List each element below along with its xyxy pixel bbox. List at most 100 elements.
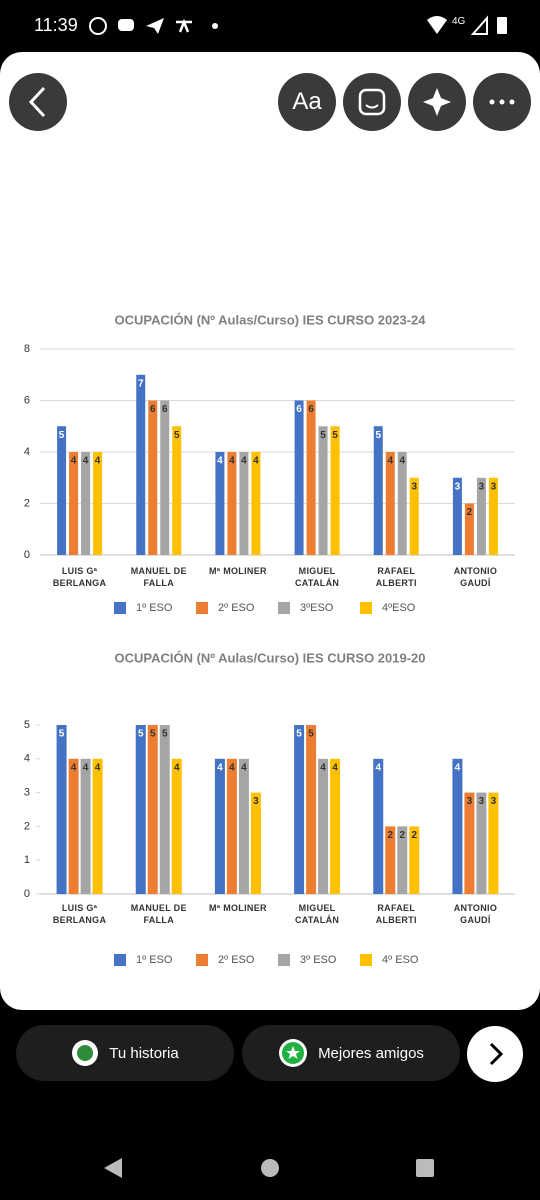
y-tick-label: 0 xyxy=(24,888,30,900)
legend-swatch xyxy=(360,602,372,614)
star-icon xyxy=(279,1039,308,1067)
bar xyxy=(488,477,498,555)
x-tick-label: Mª MOLINER xyxy=(208,566,267,576)
x-tick-label: MIGUEL CATALÁN xyxy=(294,566,340,588)
chart-svg: OCUPACIÓN (Nº Aulas/Curso) IES CURSO 202… xyxy=(24,312,515,614)
nav-back[interactable] xyxy=(104,1158,122,1178)
y-tick-label: 3 xyxy=(24,787,30,799)
y-tick-label: 2 xyxy=(24,820,30,832)
text-button-bg[interactable] xyxy=(278,73,336,131)
data-label: 4 xyxy=(95,456,101,467)
chart: OCUPACIÓN (Nº Aulas/Curso) IES CURSO 202… xyxy=(0,300,540,640)
bar xyxy=(488,792,499,894)
bar xyxy=(385,452,395,555)
legend-label: 2º ESO xyxy=(218,954,255,966)
data-label: 4 xyxy=(399,456,405,467)
text-button[interactable]: Aa xyxy=(292,88,322,115)
data-label: 4 xyxy=(95,762,101,773)
legend-label: 4ºESO xyxy=(382,602,416,614)
data-label: 4 xyxy=(83,762,89,773)
bar xyxy=(330,426,340,555)
bar xyxy=(68,758,79,894)
bar xyxy=(172,426,182,555)
legend-swatch xyxy=(114,602,126,614)
avatar xyxy=(72,1040,99,1066)
data-label: 4 xyxy=(375,762,381,773)
data-label: 5 xyxy=(320,430,326,441)
data-label: 5 xyxy=(162,729,168,740)
legend-swatch xyxy=(278,602,290,614)
data-label: 4 xyxy=(253,456,259,467)
nav-recents[interactable] xyxy=(416,1159,434,1177)
data-label: 4 xyxy=(71,762,77,773)
bar xyxy=(148,400,158,555)
legend-swatch xyxy=(196,954,208,966)
legend-label: 1º ESO xyxy=(136,954,173,966)
bar xyxy=(251,452,261,555)
data-label: 7 xyxy=(138,378,144,389)
bar xyxy=(397,826,408,894)
data-label: 2 xyxy=(411,830,417,841)
data-label: 5 xyxy=(150,729,156,740)
bar xyxy=(57,426,67,555)
x-tick-label: MANUEL DE FALLA xyxy=(130,903,187,925)
bar xyxy=(135,725,146,894)
legend-label: 4º ESO xyxy=(382,954,419,966)
data-label: 4 xyxy=(241,456,247,467)
x-tick-label: RAFAEL ALBERTI xyxy=(375,566,417,588)
data-label: 3 xyxy=(253,796,259,807)
bar xyxy=(464,503,474,555)
bar xyxy=(250,792,261,894)
data-label: 3 xyxy=(491,481,497,492)
legend-label: 3ºESO xyxy=(300,602,334,614)
data-label: 4 xyxy=(387,456,393,467)
bar xyxy=(464,792,475,894)
system-icons xyxy=(427,15,507,35)
bar xyxy=(294,400,304,555)
x-tick-label: RAFAEL ALBERTI xyxy=(375,903,417,925)
data-label: 4 xyxy=(455,762,461,773)
bar xyxy=(56,725,67,894)
status-icons xyxy=(89,17,218,35)
data-label: 5 xyxy=(138,729,144,740)
bar xyxy=(409,826,420,894)
data-label: 4 xyxy=(320,762,326,773)
data-label: 2 xyxy=(467,507,473,518)
data-label: 6 xyxy=(308,404,314,415)
data-label: 5 xyxy=(174,430,180,441)
y-tick-label: 5 xyxy=(24,719,30,731)
more-button[interactable] xyxy=(473,73,531,131)
bar xyxy=(136,374,146,555)
your-story-button[interactable]: Tu historia xyxy=(16,1025,234,1081)
sticker-button[interactable] xyxy=(343,73,401,131)
effects-button[interactable] xyxy=(408,73,466,131)
data-label: 5 xyxy=(332,430,338,441)
y-tick-label: 2 xyxy=(24,497,30,509)
close-friends-button[interactable]: Mejores amigos xyxy=(242,1025,460,1081)
back-button[interactable] xyxy=(9,73,67,131)
nav-home[interactable] xyxy=(261,1159,279,1177)
your-story-label: Tu historia xyxy=(109,1044,179,1062)
data-label: 3 xyxy=(479,796,485,807)
bar xyxy=(226,758,237,894)
data-label: 3 xyxy=(479,481,485,492)
send-button[interactable] xyxy=(466,1025,524,1083)
bar xyxy=(452,477,462,555)
close-friends-label: Mejores amigos xyxy=(318,1044,424,1062)
y-tick-label: 4 xyxy=(24,446,30,458)
legend-label: 1º ESO xyxy=(136,602,173,614)
data-label: 5 xyxy=(59,729,65,740)
nav-bar xyxy=(104,1158,434,1178)
bar xyxy=(69,452,79,555)
bar xyxy=(318,426,328,555)
bar xyxy=(215,452,225,555)
bar xyxy=(452,758,463,894)
data-label: 5 xyxy=(59,430,65,441)
x-tick-label: MANUEL DE FALLA xyxy=(130,566,187,588)
data-label: 3 xyxy=(455,481,461,492)
data-label: 4 xyxy=(229,456,235,467)
bar xyxy=(306,400,316,555)
data-label: 3 xyxy=(491,796,497,807)
bar xyxy=(81,452,91,555)
data-label: 4 xyxy=(229,762,235,773)
